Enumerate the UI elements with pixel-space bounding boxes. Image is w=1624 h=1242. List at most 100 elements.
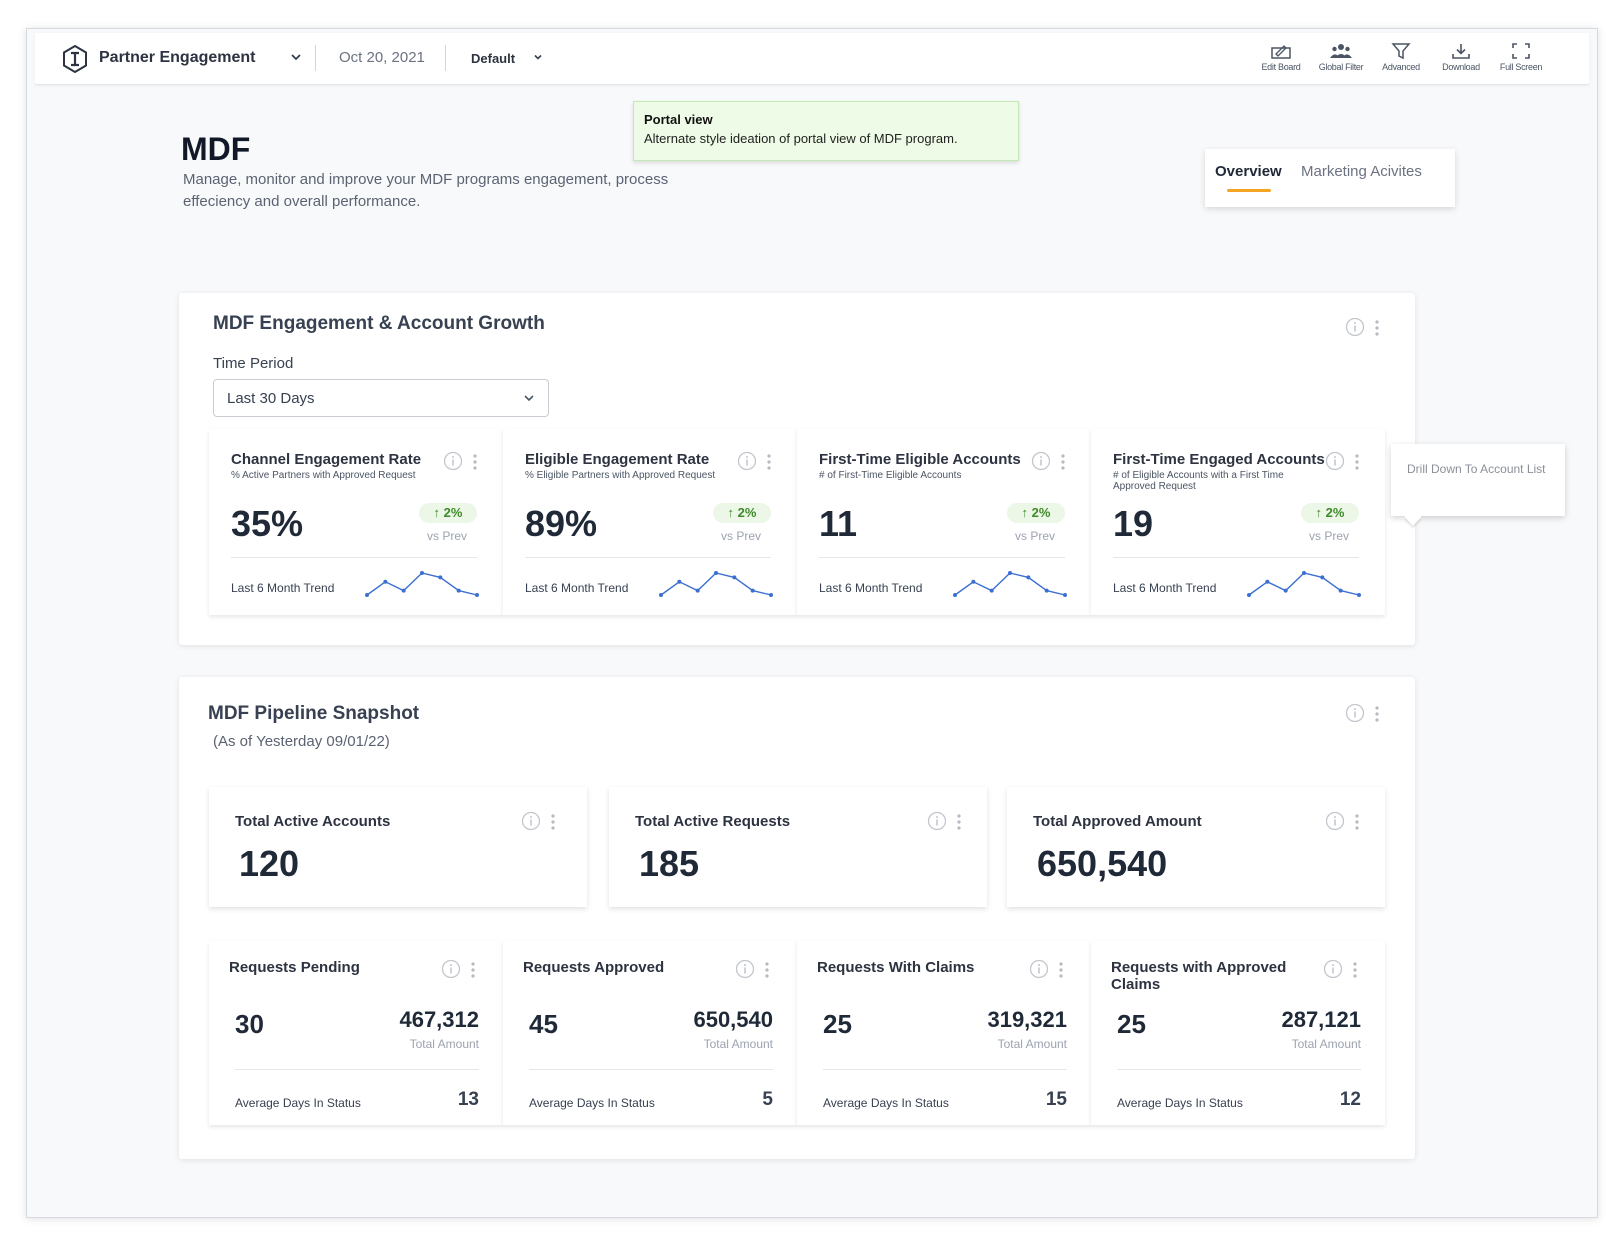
sparkline-line [660,572,772,596]
advanced-label: Advanced [1382,62,1420,72]
kpi-card[interactable]: First-Time Engaged Accounts # of Eligible… [1091,429,1385,615]
kebab-menu-icon[interactable] [1351,961,1359,979]
kpi-subtitle: # of Eligible Accounts with a First Time… [1113,470,1284,492]
sparkline-point [695,588,700,593]
sparkline-point [1302,571,1306,575]
fullscreen-icon [1512,43,1530,59]
trend-label: Last 6 Month Trend [1113,581,1217,595]
total-card[interactable]: Total Active Accounts 120 [209,787,587,907]
sparkline-point [714,571,718,575]
info-icon[interactable] [1029,959,1049,979]
edit-board-button[interactable]: Edit Board [1253,39,1309,79]
kpi-card[interactable]: Channel Engagement Rate % Active Partners… [209,429,503,615]
chevron-down-icon[interactable] [286,47,306,67]
time-period-select[interactable]: Last 30 Days [213,379,549,417]
view-selector[interactable]: Default [471,51,516,66]
kpi-title: First-Time Engaged Accounts [1113,451,1325,468]
info-icon[interactable] [1325,451,1345,471]
info-icon[interactable] [521,811,541,831]
kebab-menu-icon[interactable] [1373,319,1381,337]
amount-label: Total Amount [409,1037,479,1051]
kebab-menu-icon[interactable] [1353,453,1361,471]
request-card[interactable]: Requests With Claims 25 319,321 Total Amoun… [797,941,1091,1125]
total-card[interactable]: Total Approved Amount 650,540 [1007,787,1385,907]
download-label: Download [1442,62,1480,72]
divider [525,557,771,558]
info-icon[interactable] [441,959,461,979]
info-icon[interactable] [1345,317,1365,337]
kebab-menu-icon[interactable] [549,813,557,831]
advanced-button[interactable]: Advanced [1373,39,1429,79]
sparkline[interactable] [657,567,775,599]
info-icon[interactable] [1031,451,1051,471]
sparkline[interactable] [363,567,481,599]
delta-badge: ↑ 2% [419,503,477,523]
sparkline-point [1338,588,1343,593]
kpi-title: Channel Engagement Rate [231,451,422,468]
chevron-down-icon[interactable] [531,50,545,64]
request-count: 25 [823,1009,852,1039]
request-title: Requests with Approved Claims [1111,959,1287,993]
sparkline-point [401,588,406,593]
sparkline-point [1008,571,1012,575]
engagement-panel-title: MDF Engagement & Account Growth [213,313,545,334]
tab-marketing-activities[interactable]: Marketing Acivites [1301,163,1422,180]
request-card[interactable]: Requests Pending 30 467,312 Total Amount Ave… [209,941,503,1125]
info-icon[interactable] [927,811,947,831]
drill-down-tooltip[interactable]: Drill Down To Account List [1391,444,1565,516]
kebab-menu-icon[interactable] [1057,961,1065,979]
card-actions [443,451,487,473]
kebab-menu-icon[interactable] [469,961,477,979]
avg-days-value: 5 [762,1089,773,1110]
global-filter-button[interactable]: Global Filter [1313,39,1369,79]
total-value: 185 [639,843,700,884]
card-actions [1031,451,1075,473]
kebab-menu-icon[interactable] [1373,705,1381,723]
request-amount: 287,121 [1281,1007,1361,1032]
info-icon[interactable] [737,451,757,471]
card-actions [1325,811,1369,833]
info-icon[interactable] [443,451,463,471]
divider [823,1069,1067,1070]
sparkline[interactable] [1245,567,1363,599]
chevron-down-icon [524,395,534,402]
sparkline-point [971,579,976,584]
full-screen-button[interactable]: Full Screen [1493,39,1549,79]
request-card[interactable]: Requests Approved 45 650,540 Total Amount Av… [503,941,797,1125]
vs-prev-label: vs Prev [1309,529,1350,543]
kpi-card[interactable]: Eligible Engagement Rate % Eligible Partn… [503,429,797,615]
card-actions [735,959,779,981]
vs-prev-label: vs Prev [1015,529,1056,543]
kebab-menu-icon[interactable] [1353,813,1361,831]
kebab-menu-icon[interactable] [1059,453,1067,471]
download-button[interactable]: Download [1433,39,1489,79]
sparkline-point [383,579,388,584]
request-title: Requests Approved [523,959,665,976]
amount-label: Total Amount [997,1037,1067,1051]
date-label[interactable]: Oct 20, 2021 [339,49,425,66]
kpi-card[interactable]: First-Time Eligible Accounts # of First-T… [797,429,1091,615]
total-card[interactable]: Total Active Requests 185 [609,787,987,907]
kebab-menu-icon[interactable] [763,961,771,979]
sparkline-point [677,579,682,584]
vs-prev-label: vs Prev [427,529,468,543]
sparkline-point [456,588,461,593]
info-icon[interactable] [735,959,755,979]
info-icon[interactable] [1323,959,1343,979]
global-filter-label: Global Filter [1318,62,1364,72]
kebab-menu-icon[interactable] [955,813,963,831]
request-card[interactable]: Requests with Approved Claims 25 287,121 To… [1091,941,1385,1125]
kebab-menu-icon[interactable] [765,453,773,471]
sparkline-point [1357,593,1361,597]
request-title: Requests With Claims [817,959,975,976]
kebab-menu-icon[interactable] [471,453,479,471]
trend-label: Last 6 Month Trend [819,581,923,595]
tab-overview[interactable]: Overview [1215,163,1282,180]
sparkline[interactable] [951,567,1069,599]
info-icon[interactable] [1325,811,1345,831]
sparkline-point [475,593,479,597]
app-title[interactable]: Partner Engagement [99,49,256,66]
request-amount: 650,540 [693,1007,773,1032]
sparkline-point [1063,593,1067,597]
info-icon[interactable] [1345,703,1365,723]
